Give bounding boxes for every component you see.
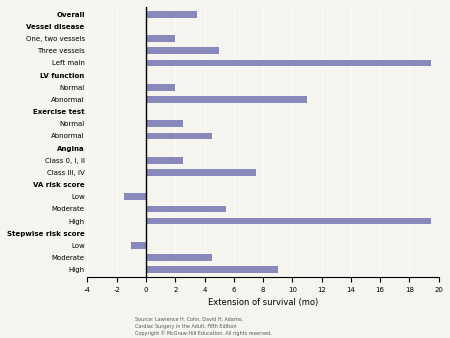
Bar [146,157,183,164]
Bar [146,84,175,91]
Bar [131,242,146,249]
Bar [146,132,212,139]
Bar [146,120,183,127]
Bar [146,35,175,42]
X-axis label: Extension of survival (mo): Extension of survival (mo) [208,298,318,307]
Bar [146,218,431,224]
Bar [146,11,197,18]
Bar [146,59,431,66]
Bar [146,47,219,54]
Bar [124,193,146,200]
Bar [146,96,307,103]
Bar [146,254,212,261]
Bar [146,169,256,176]
Bar [146,266,278,273]
Text: Source: Lawrence H. Cohn, David H. Adams;
Cardiac Surgery in the Adult, Fifth Ed: Source: Lawrence H. Cohn, David H. Adams… [135,317,272,336]
Bar [146,206,226,212]
